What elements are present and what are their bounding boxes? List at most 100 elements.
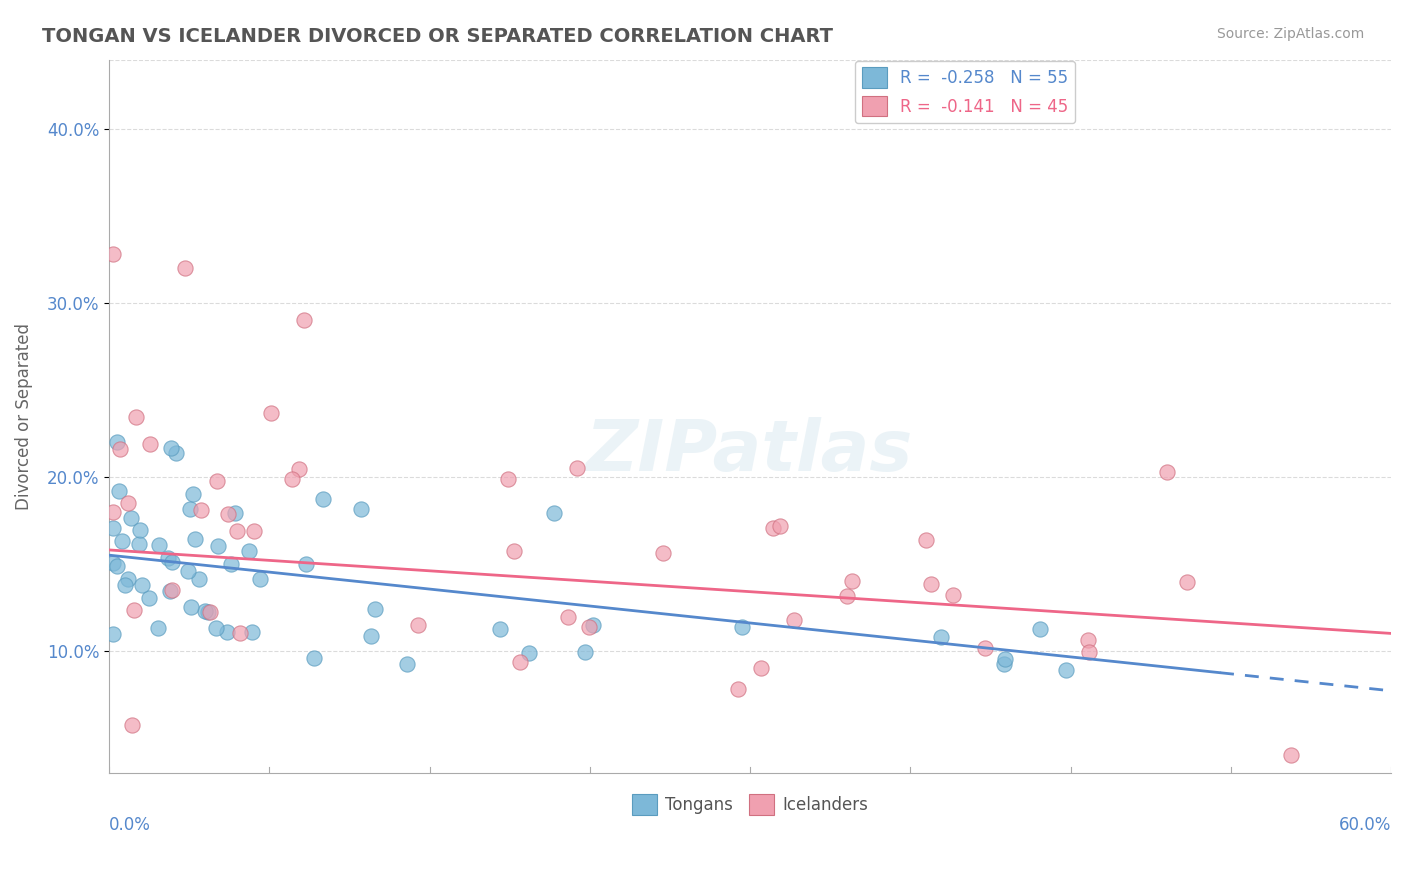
Point (1279, 748, 1302, 763)
Point (198, 605, 221, 619)
Point (974, 641, 997, 656)
Point (146, 621, 169, 635)
Point (489, 622, 512, 636)
Point (238, 544, 260, 558)
Point (557, 610, 579, 624)
Point (783, 613, 806, 627)
Point (496, 472, 519, 486)
Point (582, 618, 605, 632)
Point (207, 475, 229, 489)
Point (311, 492, 333, 507)
Point (159, 584, 181, 599)
Point (179, 502, 201, 516)
Point (160, 555, 183, 569)
Point (350, 502, 373, 516)
Point (174, 261, 197, 276)
Point (205, 621, 228, 635)
Point (176, 564, 198, 578)
Point (396, 657, 419, 671)
Point (184, 532, 207, 546)
Point (1054, 663, 1077, 677)
Point (1078, 644, 1101, 658)
Point (105, 435, 128, 450)
Point (517, 647, 540, 661)
Point (260, 406, 283, 420)
Point (121, 718, 143, 732)
Point (731, 619, 754, 633)
Point (652, 545, 675, 559)
Point (749, 661, 772, 675)
Point (111, 534, 134, 549)
Point (281, 472, 304, 486)
Point (122, 603, 145, 617)
Point (103, 505, 125, 519)
Point (108, 442, 131, 456)
Point (727, 681, 749, 696)
Point (292, 313, 315, 327)
Point (207, 539, 229, 553)
Point (219, 557, 242, 571)
Point (993, 657, 1015, 671)
Point (363, 602, 385, 616)
Point (509, 655, 531, 669)
Point (543, 506, 565, 520)
Point (131, 578, 153, 592)
Point (194, 604, 217, 618)
Point (288, 462, 311, 476)
Text: Source: ZipAtlas.com: Source: ZipAtlas.com (1216, 27, 1364, 41)
Point (1077, 633, 1099, 648)
Point (1156, 466, 1178, 480)
Point (103, 247, 125, 261)
Y-axis label: Divorced or Separated: Divorced or Separated (15, 323, 32, 509)
Point (942, 588, 965, 602)
Point (181, 487, 204, 501)
Point (574, 645, 596, 659)
Point (360, 629, 382, 643)
Point (242, 524, 264, 539)
Point (105, 558, 128, 573)
Point (120, 510, 142, 524)
Point (139, 437, 162, 451)
Text: 0.0%: 0.0% (110, 816, 150, 834)
Point (302, 651, 325, 665)
Point (994, 652, 1017, 666)
Point (565, 461, 588, 475)
Point (108, 484, 131, 499)
Point (294, 557, 316, 571)
Point (157, 551, 180, 566)
Point (578, 620, 600, 634)
Point (1028, 622, 1050, 636)
Text: TONGAN VS ICELANDER DIVORCED OR SEPARATED CORRELATION CHART: TONGAN VS ICELANDER DIVORCED OR SEPARATE… (42, 27, 834, 45)
Point (187, 573, 209, 587)
Point (103, 556, 125, 570)
Point (1175, 575, 1198, 590)
Point (914, 533, 936, 547)
Point (148, 538, 170, 552)
Point (224, 506, 246, 520)
Point (920, 576, 942, 591)
Legend: Tongans, Icelanders: Tongans, Icelanders (624, 788, 876, 822)
Point (837, 589, 859, 603)
Point (117, 496, 139, 510)
Point (769, 519, 792, 533)
Text: 60.0%: 60.0% (1339, 816, 1391, 834)
Point (249, 572, 271, 586)
Point (217, 624, 239, 639)
Point (228, 626, 250, 640)
Point (503, 544, 526, 558)
Point (225, 524, 247, 538)
Point (240, 624, 263, 639)
Point (841, 574, 863, 588)
Point (103, 627, 125, 641)
Point (408, 618, 430, 632)
Point (217, 507, 239, 521)
Point (190, 503, 212, 517)
Point (114, 578, 136, 592)
Text: ZIPatlas: ZIPatlas (586, 417, 914, 486)
Point (128, 537, 150, 551)
Point (160, 582, 183, 597)
Point (165, 445, 187, 459)
Point (125, 409, 148, 424)
Point (197, 605, 219, 619)
Point (931, 630, 953, 644)
